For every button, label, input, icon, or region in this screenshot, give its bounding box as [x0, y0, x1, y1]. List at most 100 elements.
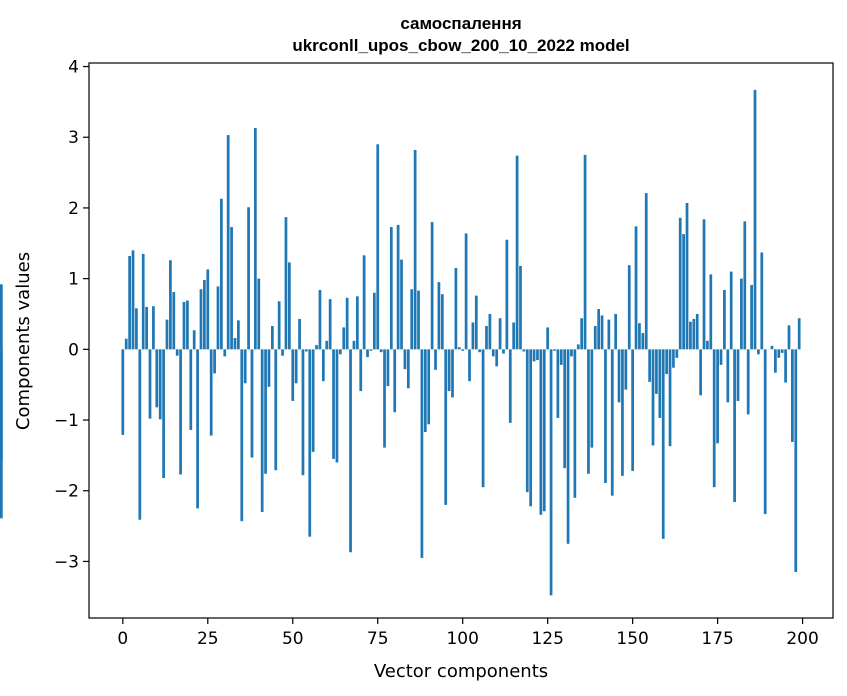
bar [505, 239, 509, 350]
bar [124, 338, 128, 350]
y-axis-ticks: −3 −2 −1 0 1 2 3 4 [54, 58, 89, 572]
chart-title: самоспалення [400, 14, 521, 33]
bar [726, 349, 730, 403]
bar [165, 319, 169, 350]
bar [512, 322, 516, 350]
bar [743, 221, 747, 350]
bar [553, 349, 556, 351]
bar [641, 333, 645, 350]
bar [600, 315, 604, 350]
bar [186, 300, 189, 350]
bar [321, 349, 325, 382]
x-tick-label: 100 [446, 629, 478, 649]
bar [536, 349, 539, 360]
bar [648, 349, 651, 382]
bar [746, 349, 750, 415]
bar [288, 262, 291, 350]
bar [376, 144, 380, 350]
bar [668, 349, 672, 447]
bar [580, 318, 584, 350]
bar [651, 349, 655, 446]
bar [308, 349, 312, 537]
bar [379, 349, 383, 353]
bar [464, 233, 468, 350]
bar [257, 278, 261, 350]
bar [729, 271, 733, 350]
bar [0, 349, 3, 519]
x-tick-label: 200 [786, 629, 818, 649]
bar [430, 222, 434, 350]
x-tick-label: 25 [197, 629, 219, 649]
bar [444, 349, 448, 505]
bar [355, 296, 359, 350]
bar [196, 349, 199, 509]
bar [563, 349, 567, 469]
bar [189, 349, 193, 430]
bar [383, 349, 386, 448]
bar [695, 313, 699, 350]
x-tick-label: 150 [616, 629, 648, 649]
bar [162, 349, 165, 479]
bar [672, 349, 675, 368]
bar [658, 349, 662, 418]
bar [413, 149, 417, 350]
bar [366, 349, 369, 358]
bar [787, 325, 791, 350]
bar [546, 327, 550, 350]
bar [423, 349, 427, 433]
y-tick-label: 3 [68, 128, 79, 148]
x-tick-label: 75 [367, 629, 389, 649]
bar [254, 128, 257, 350]
bar [400, 259, 403, 350]
chart-subtitle: ukrconll_upos_cbow_200_10_2022 model [292, 36, 629, 55]
bar [723, 289, 726, 350]
bar [784, 349, 787, 383]
bar [485, 326, 488, 350]
y-tick-label: −2 [54, 482, 79, 502]
bar [352, 340, 356, 350]
bar [209, 349, 213, 436]
bar [706, 340, 709, 350]
x-tick-label: 0 [117, 629, 128, 649]
bar [447, 349, 451, 392]
bar [797, 318, 801, 350]
bar [237, 320, 240, 350]
bar [757, 349, 760, 355]
bar [689, 321, 692, 350]
bar [542, 349, 546, 512]
bar [760, 252, 764, 350]
bar-series [0, 89, 801, 596]
bar [610, 349, 614, 496]
bar [372, 292, 376, 350]
bar [349, 349, 352, 553]
bar [661, 349, 665, 539]
bar [233, 338, 237, 350]
bar [216, 286, 220, 350]
plot-area-frame [88, 62, 834, 619]
bar [203, 280, 206, 350]
bar [179, 349, 182, 475]
bar [498, 318, 502, 350]
bar [617, 349, 621, 403]
bar [621, 349, 624, 476]
bar [699, 349, 702, 396]
bar [682, 234, 685, 350]
bar [627, 265, 631, 350]
bar [406, 349, 410, 389]
bar [478, 349, 482, 353]
y-tick-label: −3 [54, 552, 79, 572]
bar [267, 349, 271, 387]
bar [213, 349, 216, 374]
bar [206, 269, 210, 350]
x-axis-label: Vector components [374, 661, 548, 682]
bar [169, 260, 172, 350]
bar [220, 198, 223, 350]
bar [457, 347, 461, 350]
x-tick-label: 175 [701, 629, 733, 649]
bar [175, 349, 179, 356]
bar [141, 253, 145, 350]
bar [145, 306, 148, 350]
bar [362, 255, 366, 350]
